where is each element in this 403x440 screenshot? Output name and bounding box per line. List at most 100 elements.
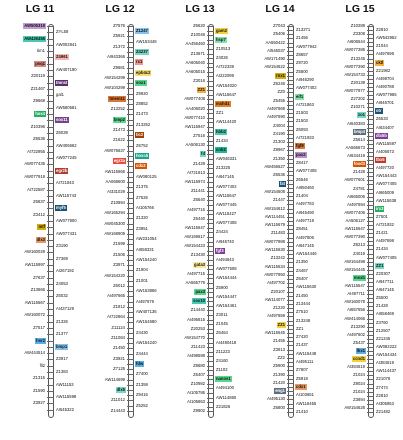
marker-tick (287, 345, 294, 347)
marker-tick (287, 353, 294, 355)
marker-tick (127, 317, 134, 318)
marker-tick (127, 119, 134, 121)
marker-label: foxd3 (352, 161, 366, 168)
marker-label: Z1220 (273, 305, 285, 311)
marker-label: Z7516 (193, 133, 205, 139)
marker-label: Z13671 (190, 50, 205, 56)
marker-label: Z1045 (216, 321, 228, 327)
marker-tick (127, 286, 134, 287)
marker-label: Z1599 (113, 241, 125, 247)
marker-tick (207, 292, 214, 293)
marker-label: Z1428 (353, 169, 365, 175)
marker-label: otr (375, 108, 383, 115)
marker-label: AW077919 (24, 173, 45, 179)
marker-tick (207, 333, 214, 334)
marker-label: Z2810 (376, 392, 388, 398)
marker-tick (367, 241, 374, 242)
marker-label: AW077900 (56, 218, 77, 223)
marker-label: AW077508 (216, 266, 237, 272)
marker-label: Z6533 (376, 116, 388, 122)
marker-label: Z13225 (216, 165, 231, 171)
marker-label: Z4444 (136, 350, 148, 356)
marker-label: ccnd1 (351, 356, 366, 363)
marker-label: Z6032 (56, 293, 68, 299)
marker-tick (287, 30, 294, 31)
marker-label: AI497690 (267, 114, 285, 120)
marker-tick (287, 225, 294, 226)
marker-tick (47, 151, 54, 153)
marker-label: AI105766 (136, 205, 154, 210)
marker-label: AI497698 (376, 51, 394, 57)
marker-tick (47, 114, 54, 115)
marker-label: Z1350 (273, 155, 285, 161)
marker-tick (367, 54, 374, 56)
marker-label: AW077405 (376, 181, 397, 187)
marker-tick (367, 233, 374, 234)
marker-label: Z7637 (33, 274, 45, 280)
marker-label: AW154443 (376, 173, 397, 179)
marker-label: AW077977 (344, 88, 365, 93)
marker-label: AI497698 (376, 238, 394, 244)
marker-label: AW154446 (296, 251, 317, 257)
marker-label: eif1 (295, 93, 305, 100)
marker-label: Z12507 (376, 327, 391, 333)
marker-label: AI497669 (267, 105, 285, 111)
marker-label: AI490788 (376, 83, 394, 89)
marker-tick (127, 31, 134, 32)
marker-tick (367, 375, 374, 376)
marker-tick (207, 264, 214, 266)
marker-label: tmnst (55, 79, 69, 86)
marker-label: AI494100 (216, 385, 234, 391)
marker-tick (287, 374, 294, 376)
marker-tick (287, 328, 294, 330)
marker-label: zo1 (357, 112, 366, 119)
marker-tick (287, 395, 294, 396)
marker-tick (287, 150, 294, 152)
marker-tick (367, 196, 374, 198)
marker-tick (127, 83, 134, 84)
marker-tick (287, 283, 294, 284)
marker-tick (47, 38, 54, 40)
chromosome-bar (128, 24, 134, 418)
marker-tick (367, 74, 374, 76)
marker-label: Z20253 (190, 325, 205, 331)
marker-label: Z21078 (376, 376, 391, 382)
marker-label: AW115645 (264, 330, 285, 336)
marker-label: Z6837 (33, 199, 45, 205)
marker-label: mxhd1 (215, 101, 231, 107)
marker-label: cdx2 (135, 163, 147, 170)
marker-tick (287, 279, 294, 280)
marker-tick (367, 200, 374, 202)
marker-label: AA566673 (345, 144, 365, 150)
marker-label: Z1390 (273, 371, 285, 377)
marker-tick (47, 189, 54, 191)
marker-label: AI722955 (27, 148, 45, 154)
marker-tick (367, 111, 374, 112)
marker-label: AI497783 (296, 201, 314, 207)
marker-label: AW115598 (56, 394, 77, 400)
marker-label: hbb2 (215, 128, 228, 135)
marker-label: Z13271 (296, 27, 311, 33)
marker-tick (287, 88, 294, 89)
marker-label: AI497659 (267, 313, 285, 319)
marker-label: Z7400 (136, 371, 148, 377)
marker-label: Z3971 (113, 262, 125, 268)
marker-tick (207, 209, 214, 211)
marker-label: AA506130 (185, 142, 205, 148)
marker-label: Z5500 (376, 295, 388, 301)
marker-label: AW159617 (184, 234, 205, 240)
marker-tick (207, 81, 214, 82)
marker-tick (127, 182, 134, 183)
marker-tick (367, 245, 374, 246)
marker-label: Z9720 (296, 60, 308, 66)
marker-label: AW077950 (264, 271, 285, 277)
marker-tick (207, 204, 214, 206)
marker-label: AW154299 (104, 75, 125, 80)
marker-tick (127, 291, 134, 292)
marker-label: cdx1 (295, 383, 307, 390)
marker-tick (127, 348, 134, 349)
marker-tick (127, 156, 134, 157)
marker-tick (127, 374, 134, 375)
marker-tick (367, 407, 374, 409)
marker-tick (127, 332, 134, 334)
